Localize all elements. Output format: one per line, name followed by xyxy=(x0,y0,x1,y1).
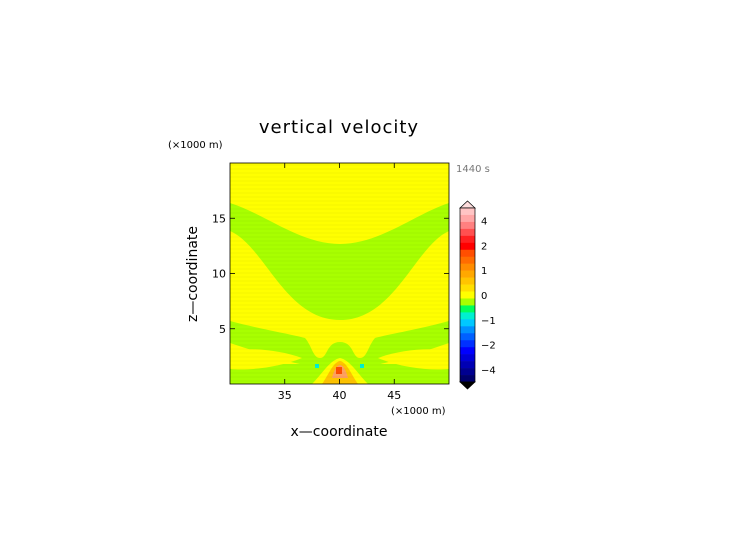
shading-lines xyxy=(230,164,449,382)
yellow-lobe-right xyxy=(378,349,449,370)
x-axis-label: x—coordinate xyxy=(291,424,388,440)
colorbar-segment xyxy=(460,277,475,285)
y-unit-label: (×1000 m) xyxy=(168,140,223,151)
x-axis: 35 40 45 xyxy=(278,163,401,402)
colorbar-segment xyxy=(460,291,475,299)
colorbar-segment xyxy=(460,333,475,341)
colorbar-segment xyxy=(460,312,475,320)
cyan-spot-left xyxy=(315,364,319,368)
colorbar-segment xyxy=(460,361,475,369)
colorbar-bottom-arrow xyxy=(459,381,476,390)
y-tick-label: 5 xyxy=(219,323,226,336)
y-axis-label: z—coordinate xyxy=(185,226,201,322)
colorbar-segment xyxy=(460,228,475,237)
colorbar-segment xyxy=(460,305,475,313)
colorbar-segment xyxy=(460,242,475,251)
colorbar-segment xyxy=(460,214,475,223)
colorbar-tick-label: 4 xyxy=(481,216,487,227)
colorbar-segment xyxy=(460,249,475,258)
colorbar-tick-label: −4 xyxy=(481,366,496,377)
y-tick-label: 10 xyxy=(212,268,226,281)
colorbar-top-arrow xyxy=(459,200,476,209)
colorbar-segment xyxy=(460,256,475,264)
colorbar-tick-label: 0 xyxy=(481,291,487,302)
cyan-spot-right xyxy=(360,364,364,368)
colorbar-segment xyxy=(460,354,475,362)
colorbar-segment xyxy=(460,235,475,244)
colorbar-tick-label: −2 xyxy=(481,341,496,352)
upper-green-band xyxy=(230,203,449,320)
colorbar-tick-label: 2 xyxy=(481,241,487,252)
colorbar-segment xyxy=(460,368,475,376)
colorbar-segment xyxy=(460,263,475,271)
colorbar-segment xyxy=(460,284,475,292)
time-label: 1440 s xyxy=(456,164,490,175)
colorbar-segment xyxy=(460,347,475,355)
x-tick-label: 35 xyxy=(278,389,292,402)
colorbar-segment xyxy=(460,340,475,348)
x-unit-label: (×1000 m) xyxy=(391,406,446,417)
colorbar-segment xyxy=(460,270,475,278)
y-axis: 5 10 15 xyxy=(212,212,449,336)
colorbar-segment xyxy=(460,221,475,230)
colorbar-segment xyxy=(460,326,475,334)
plume-red-core xyxy=(336,367,342,374)
yellow-lobe-left xyxy=(230,349,302,370)
colorbar-segment xyxy=(460,375,475,383)
lower-green-band xyxy=(230,321,449,384)
colorbar-segment xyxy=(460,319,475,327)
colorbar: 4 2 1 0 −1 −2 −4 xyxy=(459,200,496,390)
colorbar-tick-label: −1 xyxy=(481,316,496,327)
colorbar-tick-label: 1 xyxy=(481,266,487,277)
x-tick-label: 40 xyxy=(333,389,347,402)
y-tick-label: 15 xyxy=(212,212,226,225)
velocity-field xyxy=(230,163,449,384)
chart-title: vertical velocity xyxy=(259,117,419,138)
colorbar-segment xyxy=(460,208,475,216)
colorbar-segment xyxy=(460,298,475,306)
x-tick-label: 45 xyxy=(387,389,401,402)
